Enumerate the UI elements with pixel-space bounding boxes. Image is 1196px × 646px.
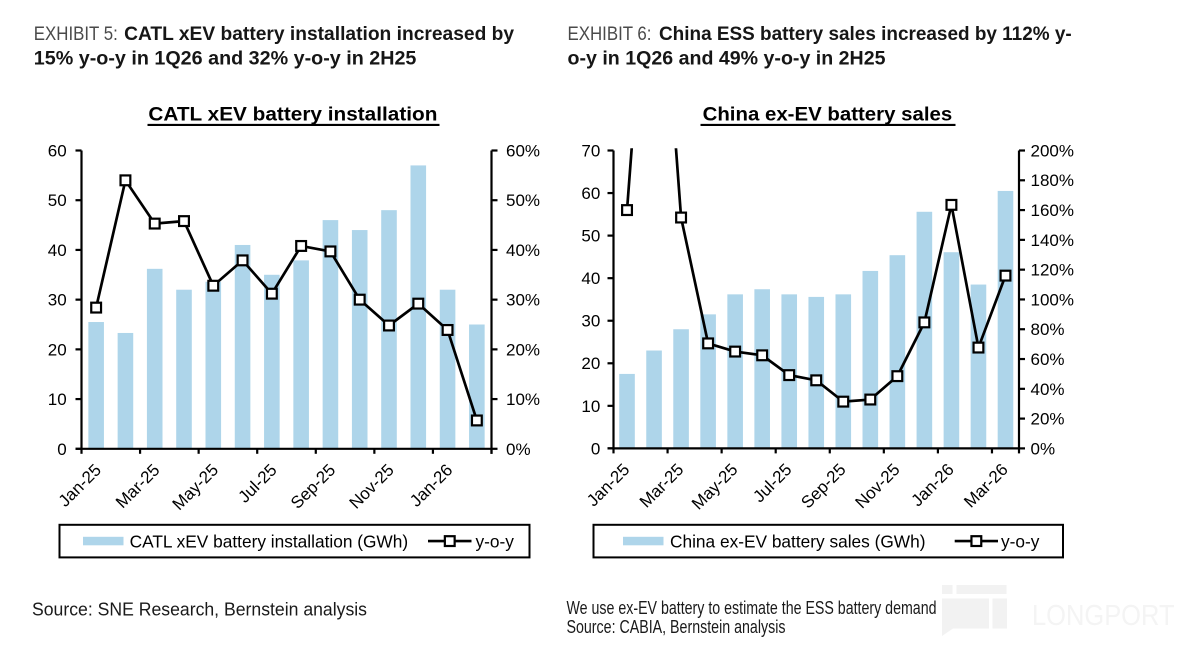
svg-text:50: 50 (581, 227, 600, 246)
svg-text:China ESS battery sales increa: China ESS battery sales increased by 112… (659, 23, 1072, 45)
svg-text:60: 60 (48, 141, 67, 160)
svg-text:60%: 60% (506, 141, 540, 160)
svg-text:180%: 180% (1031, 171, 1074, 190)
svg-text:50%: 50% (506, 191, 540, 210)
svg-text:10%: 10% (506, 390, 540, 409)
svg-text:20%: 20% (1031, 410, 1065, 429)
svg-text:80%: 80% (1031, 320, 1065, 339)
svg-text:20: 20 (48, 340, 67, 359)
svg-text:15% y-o-y in 1Q26 and 32% y-o-: 15% y-o-y in 1Q26 and 32% y-o-y in 2H25 (34, 47, 417, 69)
svg-text:10: 10 (581, 397, 600, 416)
svg-text:EXHIBIT 6:: EXHIBIT 6: (568, 23, 652, 45)
svg-text:70: 70 (581, 141, 600, 160)
svg-text:20%: 20% (506, 340, 540, 359)
svg-text:y-o-y: y-o-y (476, 531, 515, 551)
svg-text:40%: 40% (506, 241, 540, 260)
svg-text:China ex-EV battery sales (GWh: China ex-EV battery sales (GWh) (670, 531, 925, 551)
svg-text:0: 0 (591, 439, 600, 458)
svg-text:50: 50 (48, 191, 67, 210)
svg-text:60: 60 (581, 184, 600, 203)
svg-text:100%: 100% (1031, 290, 1074, 309)
svg-text:Source: SNE Research, Bernstei: Source: SNE Research, Bernstein analysis (32, 600, 367, 620)
svg-text:30: 30 (581, 312, 600, 331)
svg-text:CATL xEV battery installation: CATL xEV battery installation (GWh) (130, 531, 409, 551)
svg-text:CATL xEV battery installation: CATL xEV battery installation increased … (124, 23, 514, 45)
svg-text:y-o-y: y-o-y (1001, 531, 1040, 551)
svg-text:o-y in 1Q26 and 49% y-o-y in 2: o-y in 1Q26 and 49% y-o-y in 2H25 (568, 47, 886, 69)
svg-text:0%: 0% (506, 440, 531, 459)
svg-text:EXHIBIT 5:: EXHIBIT 5: (34, 23, 118, 45)
svg-text:40: 40 (48, 241, 67, 260)
svg-text:60%: 60% (1031, 350, 1065, 369)
svg-text:30%: 30% (506, 291, 540, 310)
svg-text:10: 10 (48, 390, 67, 409)
svg-text:0%: 0% (1031, 439, 1056, 458)
svg-text:40%: 40% (1031, 380, 1065, 399)
svg-text:0: 0 (57, 440, 66, 459)
svg-text:We use ex-EV battery to estima: We use ex-EV battery to estimate the ESS… (567, 598, 937, 618)
svg-text:Source: CABIA, Bernstein analy: Source: CABIA, Bernstein analysis (567, 617, 786, 637)
svg-text:CATL xEV battery installation: CATL xEV battery installation (148, 103, 437, 125)
svg-text:200%: 200% (1031, 141, 1074, 160)
svg-text:20: 20 (581, 354, 600, 373)
svg-text:120%: 120% (1031, 261, 1074, 280)
svg-text:China ex-EV battery sales: China ex-EV battery sales (703, 103, 953, 125)
svg-text:30: 30 (48, 291, 67, 310)
svg-text:160%: 160% (1031, 201, 1074, 220)
svg-text:40: 40 (581, 269, 600, 288)
svg-text:140%: 140% (1031, 231, 1074, 250)
svg-text:LONGPORT: LONGPORT (1032, 600, 1175, 632)
